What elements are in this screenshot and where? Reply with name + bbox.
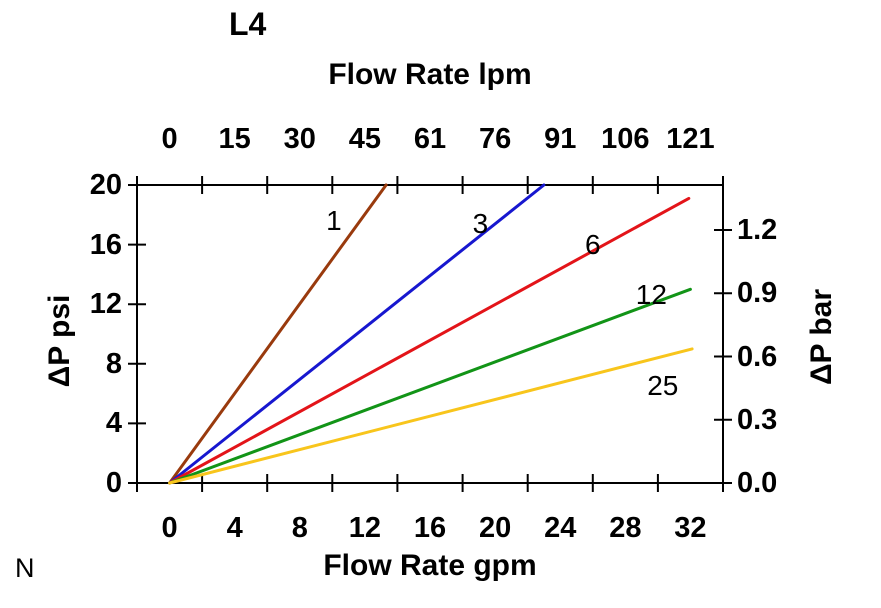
bottom-tick-label: 0: [161, 512, 178, 544]
series-label-1: 1: [326, 204, 342, 236]
right-tick-label: 1.2: [737, 214, 778, 246]
series-line-12: [168, 287, 692, 485]
plot-box: [136, 184, 724, 484]
left-tick-label: 0: [105, 467, 122, 499]
right-tick-label: 0.6: [737, 340, 778, 373]
left-tick-label: 4: [105, 407, 122, 440]
bottom-tick-label: 4: [226, 512, 243, 544]
top-tick-label: 15: [218, 123, 251, 155]
bottom-tick-label: 24: [544, 512, 577, 544]
top-axis-title: Flow Rate lpm: [328, 58, 532, 91]
bottom-tick-label: 12: [348, 512, 382, 544]
chart-title: L4: [229, 6, 267, 42]
top-tick-label: 45: [348, 123, 382, 155]
left-tick-label: 8: [105, 347, 122, 380]
left-tick-label: 16: [89, 228, 122, 261]
series-line-3: [168, 183, 546, 485]
top-tick-label: 61: [413, 123, 447, 155]
bottom-tick-label: 16: [413, 512, 447, 544]
series-line-25: [168, 347, 694, 485]
series-line-6: [168, 196, 691, 485]
left-tick-label: 12: [89, 288, 122, 321]
top-tick-label: 121: [666, 123, 715, 155]
series-label-25: 25: [647, 370, 679, 402]
top-tick-label: 106: [601, 123, 650, 155]
bottom-tick-label: 20: [478, 512, 512, 544]
series-label-12: 12: [635, 279, 667, 311]
right-tick-label: 0.3: [737, 403, 778, 436]
top-tick-label: 30: [283, 123, 316, 155]
right-tick-label: 0.9: [737, 277, 778, 310]
series-label-3: 3: [472, 207, 489, 239]
series-line-1: [168, 183, 388, 485]
bottom-axis-title: Flow Rate gpm: [323, 549, 537, 582]
right-tick-label: 0.0: [737, 467, 778, 499]
top-tick-label: 76: [478, 123, 512, 155]
bottom-tick-label: 8: [291, 512, 308, 544]
top-tick-label: 91: [544, 123, 577, 155]
left-tick-label: 20: [89, 169, 122, 201]
top-tick-label: 0: [161, 123, 178, 155]
series-label-6: 6: [584, 228, 601, 260]
bottom-tick-label: 32: [674, 512, 707, 544]
bottom-tick-label: 28: [609, 512, 642, 544]
corner-note: N: [15, 553, 35, 583]
